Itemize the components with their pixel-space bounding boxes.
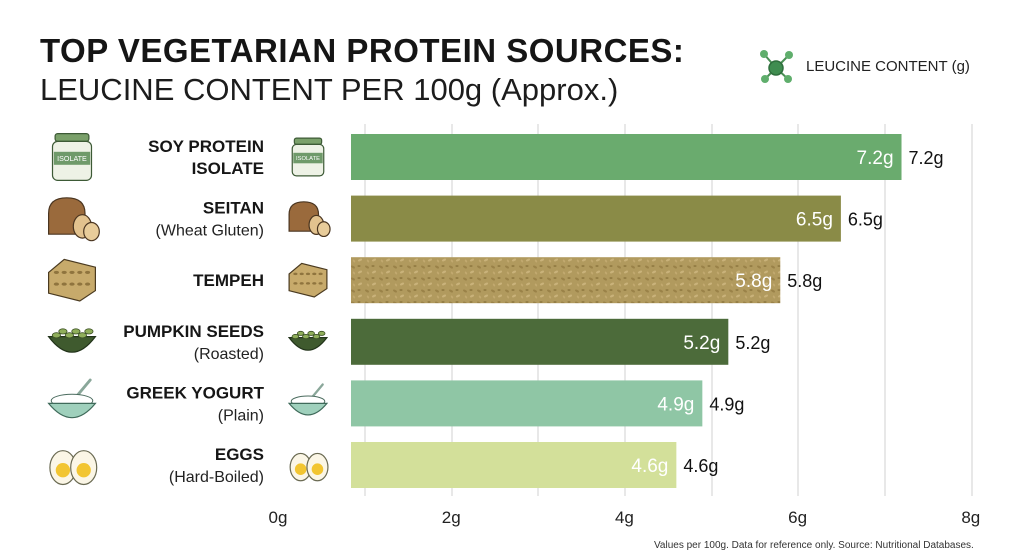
value-label: 4.9g — [709, 394, 744, 414]
x-tick-label: 8g — [961, 508, 980, 527]
x-tick-label: 0g — [269, 508, 288, 527]
yogurt-bowl-icon — [47, 378, 97, 419]
protein-powder-jar-icon: ISOLATE — [51, 133, 93, 181]
category-label-line2: ISOLATE — [192, 159, 264, 178]
tempeh-block-icon — [288, 262, 328, 298]
pumpkin-seeds-icon — [287, 330, 329, 351]
bar — [351, 134, 902, 180]
category-label: EGGS — [215, 445, 264, 464]
bar — [351, 195, 841, 242]
tempeh-block-icon — [48, 258, 96, 302]
yogurt-bowl-icon — [287, 383, 329, 416]
protein-powder-jar-icon: ISOLATE — [291, 137, 325, 177]
svg-text:ISOLATE: ISOLATE — [296, 156, 320, 162]
value-label: 6.5g — [848, 210, 883, 230]
legend-label: LEUCINE CONTENT (g) — [806, 57, 970, 75]
category-sublabel: (Hard-Boiled) — [169, 469, 264, 486]
boiled-egg-icon — [49, 450, 98, 486]
legend: LEUCINE CONTENT (g) — [756, 46, 970, 86]
bar-value-label: 5.2g — [683, 333, 720, 354]
molecule-icon — [760, 50, 793, 83]
bread-loaf-icon — [48, 197, 100, 242]
category-sublabel: (Wheat Gluten) — [156, 223, 264, 240]
bar — [351, 380, 703, 427]
bar-value-label: 4.9g — [657, 394, 694, 415]
pumpkin-seeds-icon — [47, 328, 97, 353]
category-sublabel: (Plain) — [218, 407, 264, 424]
value-label: 5.8g — [787, 271, 822, 291]
x-tick-label: 2g — [442, 508, 461, 527]
value-label: 7.2g — [909, 148, 944, 168]
category-label: SEITAN — [203, 199, 264, 218]
chart-title: TOP VEGETARIAN PROTEIN SOURCES: — [40, 32, 685, 69]
bread-loaf-icon — [288, 201, 331, 238]
bar-value-label: 4.6g — [631, 456, 668, 477]
bar-value-label: 5.8g — [735, 271, 772, 292]
svg-text:ISOLATE: ISOLATE — [57, 155, 87, 163]
category-label: TEMPEH — [193, 271, 264, 290]
chart-subtitle: LEUCINE CONTENT PER 100g (Approx.) — [40, 72, 619, 107]
bar-value-label: 6.5g — [796, 210, 833, 231]
footnote: Values per 100g. Data for reference only… — [654, 540, 974, 551]
value-label: 5.2g — [735, 333, 770, 353]
category-label: PUMPKIN SEEDS — [123, 322, 264, 341]
boiled-egg-icon — [289, 452, 329, 482]
bar — [351, 257, 781, 304]
category-label: SOY PROTEIN — [148, 137, 264, 156]
bar — [351, 318, 729, 365]
bar-value-label: 7.2g — [857, 148, 894, 169]
x-tick-label: 4g — [615, 508, 634, 527]
category-sublabel: (Roasted) — [194, 346, 264, 363]
value-label: 4.6g — [683, 456, 718, 476]
category-label: GREEK YOGURT — [126, 383, 264, 402]
x-tick-label: 6g — [788, 508, 807, 527]
bar — [351, 442, 677, 488]
